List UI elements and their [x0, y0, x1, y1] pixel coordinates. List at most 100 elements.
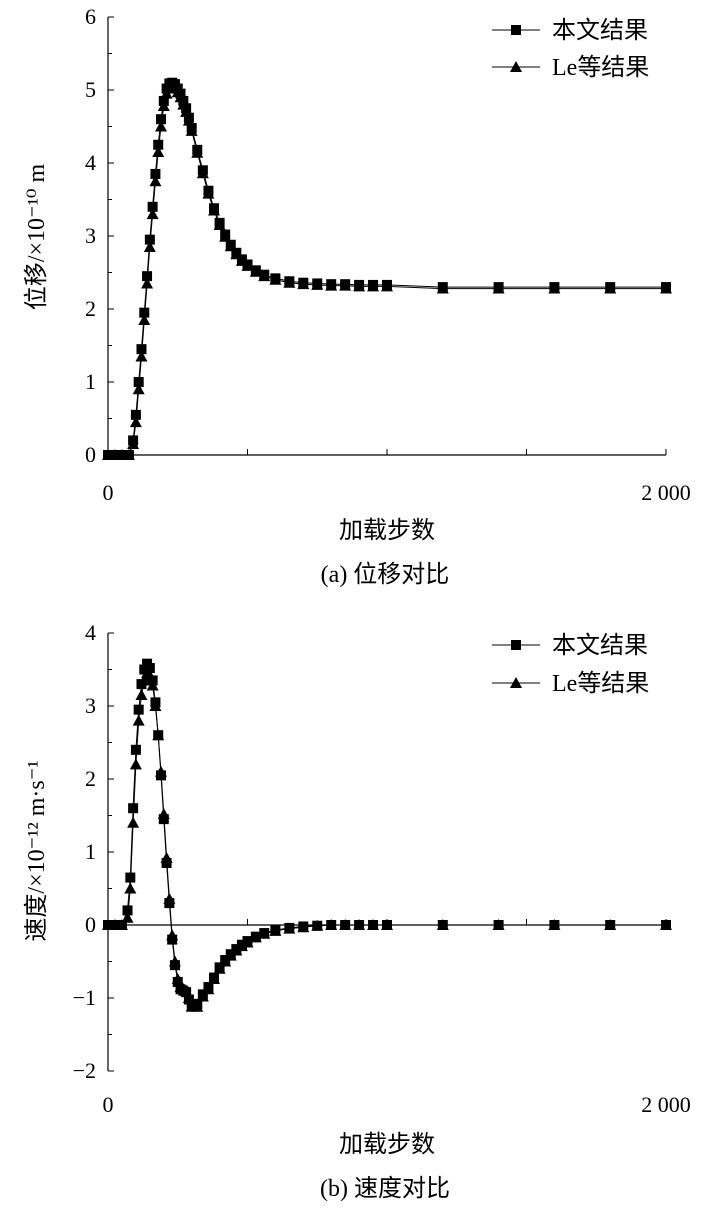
chart-b-series-1-point-28 [196, 990, 209, 1002]
chart-a-plot: 0 1 2 3 4 5 6 [85, 4, 672, 467]
chart-a-series-1-point-41 [311, 278, 324, 290]
chart-b-series-1-point-21 [171, 973, 184, 985]
chart-b-y-tick-5: 3 [85, 693, 96, 718]
chart-b-series-1-point-29 [202, 983, 215, 995]
chart-b-series-1-point-32 [219, 955, 232, 967]
chart-a-series-1-point-38 [269, 273, 282, 285]
chart-a-y-tick-3: 3 [85, 223, 96, 248]
chart-b-series-1-point-12 [146, 679, 159, 691]
chart-a-y-tick-2: 2 [85, 296, 96, 321]
chart-b-plot: −2 −1 0 1 2 3 4 [73, 620, 672, 1083]
chart-a-series-1-point-45 [367, 280, 380, 292]
chart-b-series-1-point-51 [604, 919, 617, 930]
chart-b-series-0-point-5 [128, 803, 139, 814]
chart-a-series-1-point-39 [283, 276, 296, 288]
chart-a-series-1-point-4 [127, 438, 140, 450]
chart-a-legend-label-1: Le等结果 [552, 54, 649, 81]
chart-b-y-tick-4: 2 [85, 766, 96, 791]
chart-a-series-1-point-29 [208, 204, 221, 216]
chart-a-series-1-point-36 [249, 265, 262, 277]
chart-a-series-1-point-51 [660, 282, 672, 294]
chart-a-series-1-point-46 [381, 280, 393, 292]
chart-b-series-1-point-49 [492, 919, 505, 930]
chart-b-y-tick-6: 4 [85, 620, 96, 645]
chart-a-series-1-point-37 [258, 270, 271, 282]
chart-b-legend: 本文结果 Le等结果 [492, 632, 649, 697]
chart-a-series-1-point-34 [235, 254, 248, 266]
chart-b-series-1-point-20 [168, 955, 181, 967]
chart-a-series-1-point-11 [146, 208, 159, 220]
chart-b-series-1-point-25 [182, 992, 195, 1003]
chart-b-series-1-point-45 [353, 919, 366, 930]
chart-b-series-1-point-30 [208, 973, 221, 985]
chart-a-series-1-point-26 [191, 146, 204, 158]
chart-b-series-1-point-44 [339, 919, 352, 930]
chart-b-series-1-point-7 [132, 714, 145, 726]
chart-a-y-tick-5: 5 [85, 77, 96, 102]
chart-a-series-1-point-23 [180, 105, 193, 117]
chart-a-series-1-point-33 [230, 248, 243, 260]
chart-a-series-1-point-10 [143, 240, 156, 252]
chart-b-y-tick-2: 0 [85, 912, 96, 937]
chart-a-series-1-point-3 [122, 449, 135, 460]
chart-b-series-1-point-50 [548, 919, 561, 930]
chart-b-x-tick-1: 2 000 [641, 1092, 691, 1117]
chart-a-series-1-point-15 [157, 100, 170, 112]
chart-b-series-1-point-38 [258, 927, 271, 939]
chart-a-series-0-point-8 [139, 307, 150, 318]
chart-b-series-1-point-43 [325, 919, 338, 930]
chart-a-legend-marker-0 [511, 25, 521, 35]
chart-a-series-0-point-5 [130, 409, 141, 420]
chart-a-series-0-point-7 [136, 344, 147, 355]
chart-a-series-1-point-9 [141, 277, 154, 289]
chart-b-series-0-point-6 [130, 744, 141, 755]
chart-b-series-1-point-14 [152, 729, 165, 741]
chart-b-caption: (b) 速度对比 [320, 1175, 450, 1202]
chart-b-series-1-point-19 [166, 929, 179, 941]
chart-b-x-tick-0: 0 [103, 1092, 114, 1117]
chart-a-y-tick-6: 6 [85, 4, 96, 29]
chart-a-x-tick-0: 0 [103, 480, 114, 505]
chart-b-series-1-point-15 [155, 765, 168, 777]
chart-a-series-0-point-9 [142, 271, 153, 282]
chart-b-series-1-point-35 [235, 940, 248, 952]
chart-b-series-1-point-6 [129, 758, 142, 770]
chart-a-series-1-point-24 [182, 114, 195, 126]
chart-b-series-1-point-18 [163, 892, 176, 904]
chart-a-y-tick-1: 1 [85, 369, 96, 394]
chart-a-legend-label-0: 本文结果 [552, 17, 648, 44]
chart-b-series-1-point-46 [367, 919, 380, 930]
chart-a-series-0-point-14 [156, 114, 167, 125]
chart-a-caption: (a) 位移对比 [321, 561, 450, 588]
chart-b-series-1-point-2 [115, 919, 128, 930]
chart-b-series-1-point-36 [241, 936, 254, 948]
chart-a-series-1-point-35 [241, 259, 254, 271]
chart-a-series-1-point-25 [185, 124, 198, 136]
chart-b-y-axis-title: 速度/×10⁻¹² m·s⁻¹ [23, 760, 50, 941]
chart-a-series-0-point-6 [133, 377, 144, 387]
chart-b-series-1-point-5 [127, 816, 140, 828]
chart-b-series-0-point-11 [144, 663, 155, 674]
chart-b-series-1-point-4 [124, 882, 137, 894]
chart-a-series-0-point-11 [147, 201, 158, 212]
chart-a-legend: 本文结果 Le等结果 [492, 17, 649, 81]
chart-b-series-0-point-3 [122, 905, 133, 916]
chart-b-legend-label-1: Le等结果 [552, 670, 649, 697]
chart-a-series-1-point-49 [548, 282, 561, 294]
chart-b-legend-marker-1 [510, 677, 522, 688]
chart-b-series-0-point-9 [139, 664, 150, 675]
chart-b-series-1-point-41 [297, 921, 310, 933]
chart-a-y-tick-4: 4 [85, 150, 96, 175]
chart-b-series-0-point-7 [133, 704, 144, 715]
chart-b-series-1-point-17 [160, 851, 173, 863]
chart-b-legend-label-0: 本文结果 [552, 632, 648, 659]
chart-a: 0 1 2 3 4 5 6 0 2 000 加载步数 位移/×10⁻¹⁰ m (a) 位移对… [23, 4, 691, 588]
chart-a-series-1-point-31 [219, 230, 232, 242]
chart-a-series-1-point-48 [492, 282, 505, 294]
chart-a-y-tick-0: 0 [85, 442, 96, 467]
chart-a-series-1-point-43 [339, 279, 352, 291]
chart-a-series-1-point-42 [325, 279, 338, 291]
chart-b-y-tick-3: 1 [85, 839, 96, 864]
chart-b-series-1-point-40 [283, 922, 296, 934]
